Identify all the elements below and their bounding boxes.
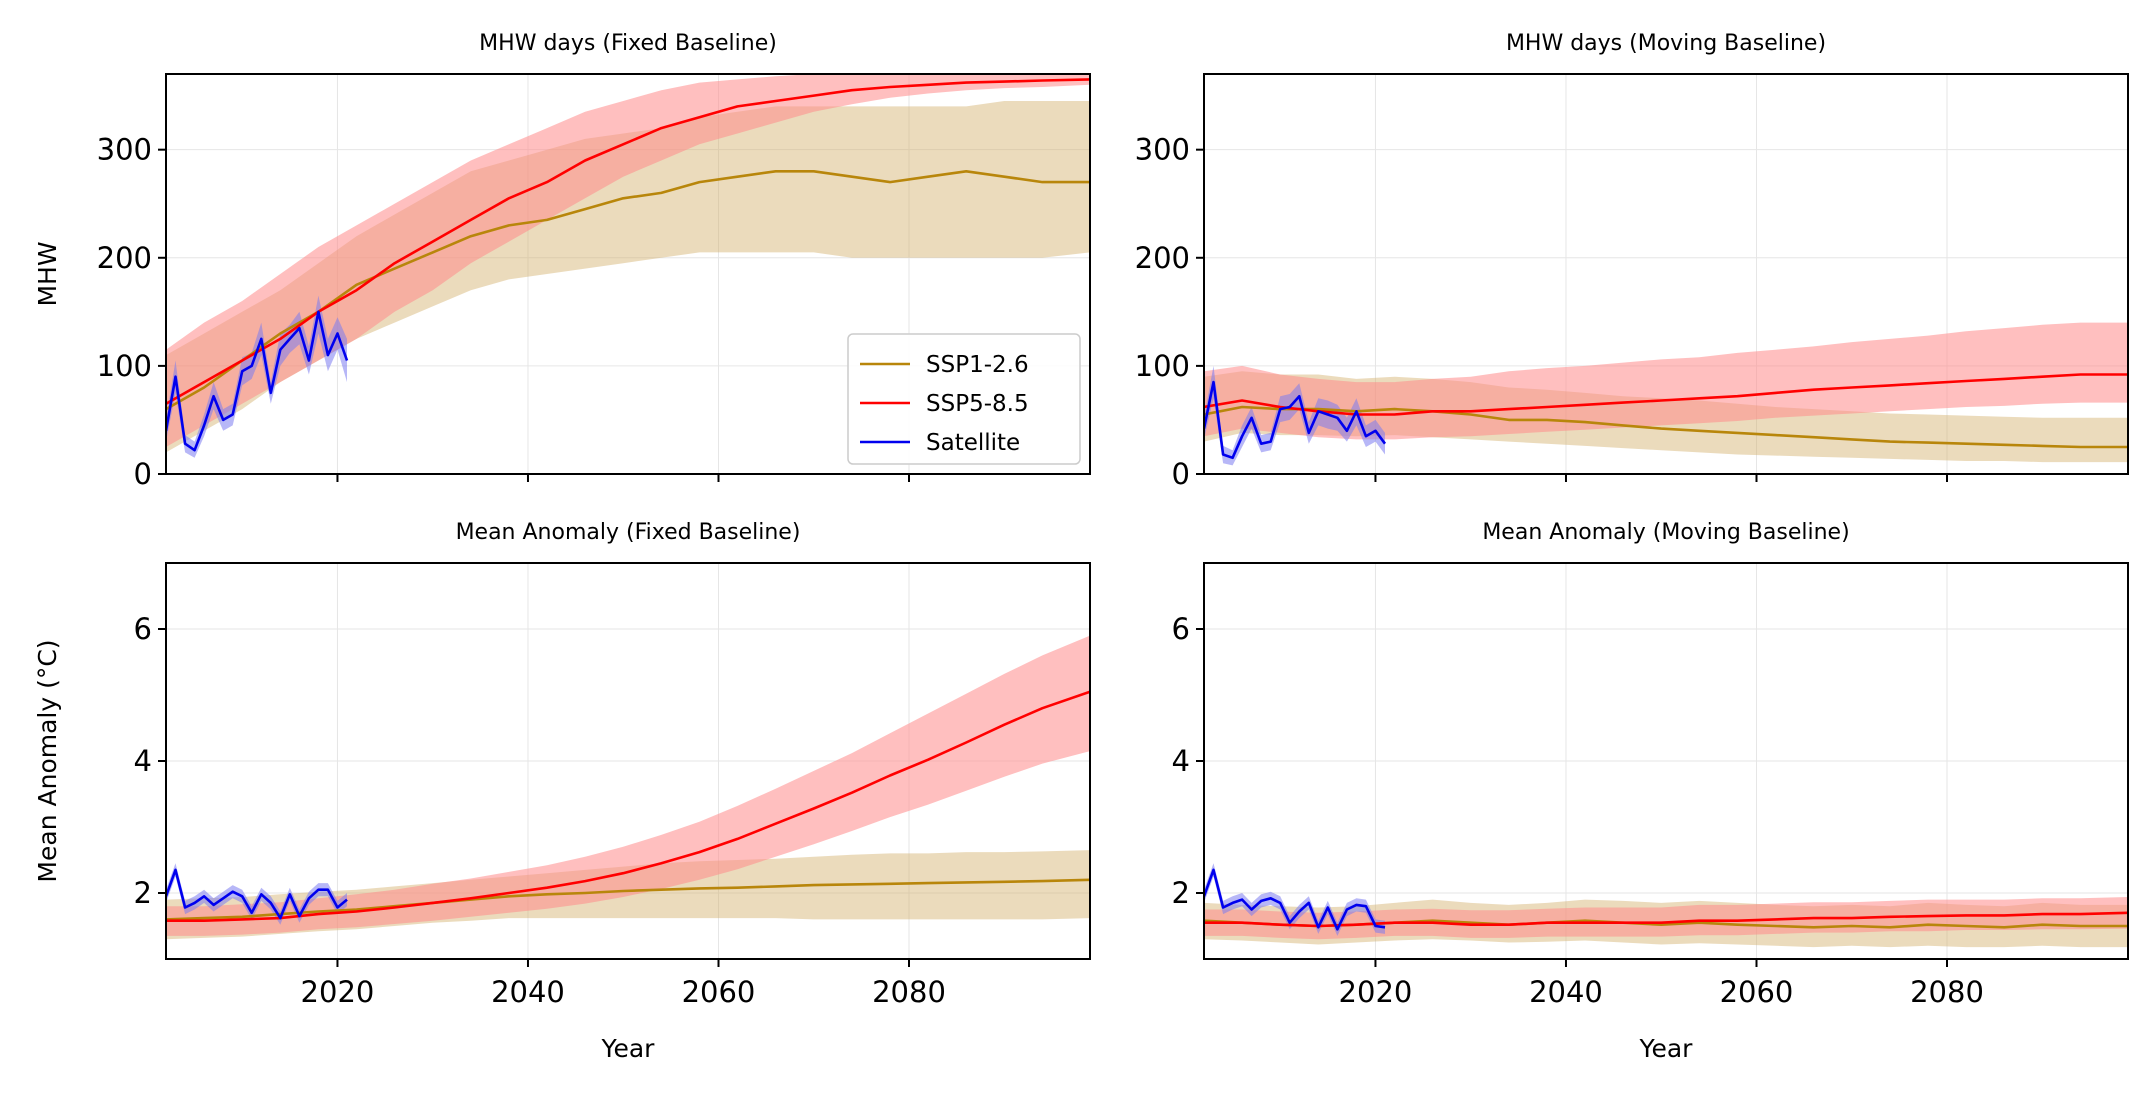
band-ssp5-8-5 <box>1204 897 2128 940</box>
y-tick-label: 4 <box>1172 744 1190 778</box>
y-tick-label: 6 <box>134 612 152 646</box>
x-tick-label: 2080 <box>872 975 946 1009</box>
x-tick-label: 2020 <box>1339 975 1413 1009</box>
y-tick-label: 6 <box>1172 612 1190 646</box>
band-ssp1-2-6 <box>166 101 1090 453</box>
plot-area <box>166 74 1090 458</box>
chart-panel-4: 2 4 6 2020 2040 2060 2080 Mean Anomaly (Moving … <box>1172 520 2129 1063</box>
legend-label: Satellite <box>926 430 1020 456</box>
y-tick-label: 200 <box>97 241 152 275</box>
band-ssp5-8-5 <box>166 74 1090 447</box>
series-line-ssp5-8-5 <box>1204 911 2128 928</box>
series-line-ssp1-2-6 <box>166 878 1090 921</box>
chart-panel-2: 0 100 200 300 MHW days (Moving Baseline) <box>1135 31 2129 491</box>
y-tick-label: 2 <box>1172 876 1190 910</box>
y-tick-label: 300 <box>1135 133 1190 167</box>
y-tick-label: 200 <box>1135 241 1190 275</box>
series-line-satellite <box>166 310 349 452</box>
band-satellite <box>1204 365 1385 466</box>
chart-title: MHW days (Moving Baseline) <box>1506 31 1826 56</box>
series-line-satellite <box>166 868 348 920</box>
plot-area <box>166 635 1090 940</box>
chart-title: Mean Anomaly (Fixed Baseline) <box>456 520 801 545</box>
legend-box <box>847 333 1081 465</box>
y-tick-label: 4 <box>134 744 152 778</box>
x-axis-label: Year <box>1639 1034 1694 1063</box>
chart-panel-1: 0 100 200 300 MHW days (Fixed Baseline) MHW <box>33 31 1091 491</box>
chart-title: MHW days (Fixed Baseline) <box>479 31 777 56</box>
series-line-satellite <box>1204 380 1387 460</box>
chart-title: Mean Anomaly (Moving Baseline) <box>1482 520 1849 545</box>
x-tick-label: 2080 <box>1910 975 1984 1009</box>
x-tick-label: 2060 <box>1720 975 1794 1009</box>
legend-label: SSP5-8.5 <box>926 391 1029 417</box>
series-line-ssp5-8-5 <box>166 690 1090 923</box>
y-tick-label: 2 <box>134 876 152 910</box>
x-tick-label: 2060 <box>682 975 756 1009</box>
y-tick-label: 0 <box>134 457 152 491</box>
y-axis-label: Mean Anomaly (°C) <box>33 639 62 882</box>
y-tick-label: 100 <box>97 349 152 383</box>
series-line-satellite <box>1204 868 1386 931</box>
legend-label: SSP1-2.6 <box>926 352 1029 378</box>
y-tick-label: 0 <box>1172 457 1190 491</box>
x-tick-label: 2040 <box>491 975 565 1009</box>
y-tick-label: 100 <box>1135 349 1190 383</box>
y-axis-label: MHW <box>33 241 62 306</box>
y-tick-label: 300 <box>97 133 152 167</box>
legend: SSP1-2.6 SSP5-8.5 Satellite <box>847 333 1081 465</box>
chart-panel-3: 2 4 6 2020 2040 2060 2080 Mean Anomaly (Fixed B… <box>33 520 1091 1063</box>
axes-frame <box>1203 73 2129 475</box>
x-tick-label: 2040 <box>1529 975 1603 1009</box>
x-axis-label: Year <box>601 1034 656 1063</box>
plot-area <box>1204 863 2128 948</box>
x-tick-label: 2020 <box>301 975 375 1009</box>
axes-frame <box>165 73 1091 475</box>
plot-area <box>1204 322 2128 466</box>
